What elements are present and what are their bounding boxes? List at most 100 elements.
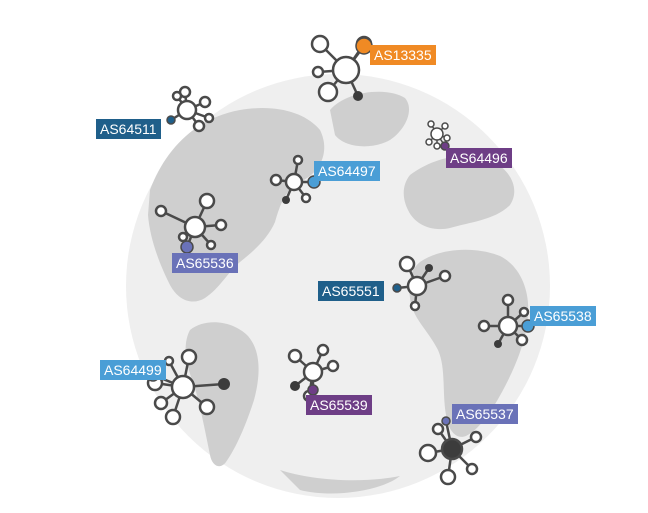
router-node (300, 192, 312, 204)
as-label-text: AS65539 (310, 397, 368, 413)
router-node (469, 430, 483, 444)
router-node (205, 239, 217, 251)
hub-node (440, 437, 464, 461)
hub-node (430, 127, 444, 141)
router-node (311, 65, 325, 79)
router-node (353, 91, 363, 101)
as-node (355, 37, 373, 55)
as-node (166, 115, 176, 125)
hub-node (183, 215, 207, 239)
router-node (218, 378, 230, 390)
continent-greenland (330, 91, 410, 147)
router-node (326, 359, 340, 373)
as-label-text: AS65537 (456, 406, 514, 422)
router-node (192, 119, 206, 133)
router-node (425, 138, 433, 146)
as-node (307, 384, 319, 396)
router-node (494, 340, 502, 348)
router-node (171, 90, 183, 102)
hub-node (170, 374, 196, 400)
router-node (425, 264, 433, 272)
as-label-text: AS64496 (450, 150, 508, 166)
as-label-background (314, 161, 380, 181)
as-label-text: AS64497 (318, 163, 376, 179)
router-node (290, 381, 300, 391)
router-node (164, 408, 182, 426)
as-label-background (452, 404, 518, 424)
continent-africa (409, 249, 529, 437)
as-label-text: AS65551 (322, 283, 380, 299)
as-label-as65536: AS65536 (172, 253, 238, 273)
hub-node (331, 55, 361, 85)
router-node (269, 173, 283, 187)
router-node (409, 300, 421, 312)
network-as65537 (418, 416, 483, 486)
as-label-as13335: AS13335 (370, 45, 436, 65)
as-label-background (370, 45, 436, 65)
router-node (180, 348, 198, 366)
router-node (316, 343, 330, 357)
router-node (198, 95, 212, 109)
router-node (203, 112, 215, 124)
hub-node (284, 172, 304, 192)
continent-antarctica-fragment (280, 470, 400, 494)
continents (148, 91, 529, 494)
router-node (439, 468, 457, 486)
network-as65538 (477, 293, 535, 348)
hub-node (406, 275, 428, 297)
hub-node (497, 315, 519, 337)
as-label-as64496: AS64496 (446, 148, 512, 168)
as-label-as64511: AS64511 (96, 119, 161, 139)
router-node (441, 122, 449, 130)
router-node (282, 196, 290, 204)
network-as65539 (287, 343, 340, 403)
as-node (441, 416, 451, 426)
router-node (438, 269, 452, 283)
router-node (154, 204, 168, 218)
router-node (398, 255, 416, 273)
as-label-text: AS65536 (176, 255, 234, 271)
as-node (180, 240, 194, 254)
continent-south-america (185, 322, 259, 467)
router-node (431, 422, 445, 436)
as-label-background (530, 306, 596, 326)
as-label-text: AS64499 (104, 362, 162, 378)
router-node (518, 306, 530, 318)
as-label-background (172, 253, 238, 273)
router-node (501, 293, 515, 307)
router-node (163, 355, 175, 367)
as-label-text: AS64511 (100, 121, 157, 137)
router-node (418, 443, 438, 463)
as-label-as64499: AS64499 (100, 360, 166, 380)
router-node (515, 333, 529, 347)
hub-node (302, 361, 324, 383)
router-node (477, 319, 491, 333)
as-label-as65538: AS65538 (530, 306, 596, 326)
router-node (177, 231, 189, 243)
as-label-background (100, 360, 166, 380)
router-node (292, 154, 304, 166)
as-label-background (446, 148, 512, 168)
network-as13335 (310, 34, 373, 103)
as-label-as65551: AS65551 (318, 281, 384, 301)
as-label-background (318, 281, 384, 301)
as-label-text: AS65538 (534, 308, 592, 324)
router-node (433, 142, 441, 150)
router-node (287, 348, 303, 364)
as-label-background (96, 119, 161, 139)
as-label-as65537: AS65537 (452, 404, 518, 424)
continent-europe (403, 155, 515, 230)
network-as64497 (269, 154, 321, 204)
network-as64511 (166, 85, 215, 133)
as-node (392, 283, 402, 293)
router-node (198, 398, 216, 416)
router-node (310, 34, 330, 54)
router-node (465, 462, 479, 476)
router-node (427, 120, 435, 128)
router-node (443, 134, 451, 142)
router-node (198, 192, 216, 210)
as-label-as65539: AS65539 (306, 395, 372, 415)
as-label-as64497: AS64497 (314, 161, 380, 181)
hub-node (176, 99, 198, 121)
